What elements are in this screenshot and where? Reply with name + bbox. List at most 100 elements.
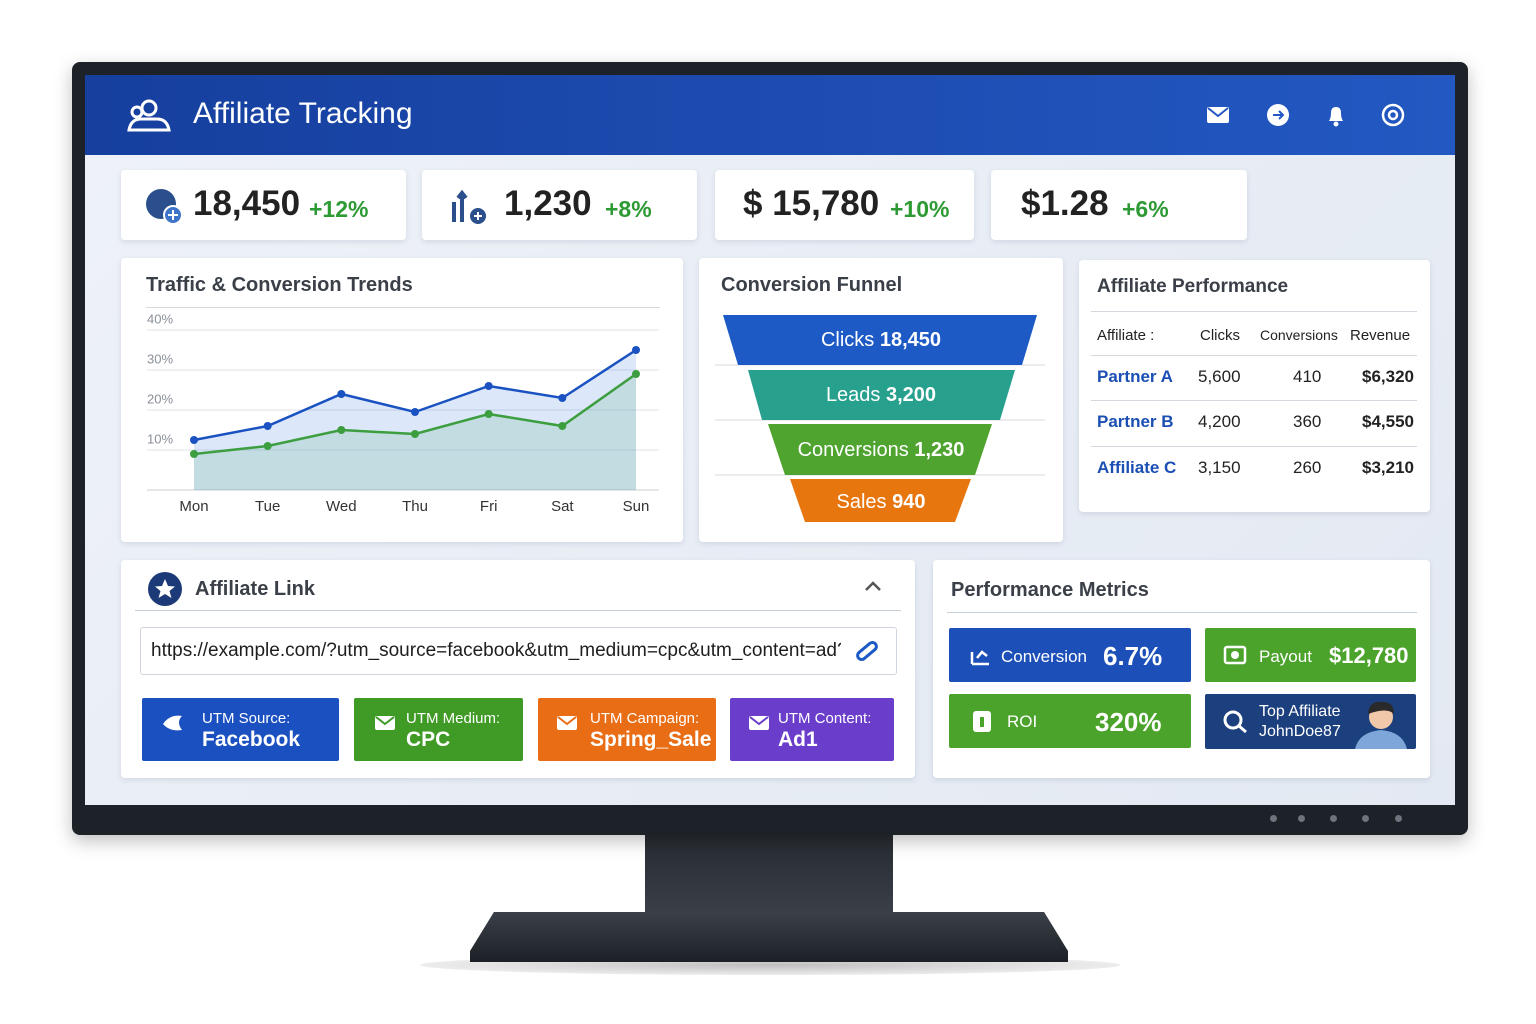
metric-value: 320% <box>1095 707 1162 737</box>
mail-icon[interactable] <box>1206 103 1230 127</box>
monitor-base <box>470 912 1068 962</box>
kpi-change: +6% <box>1122 196 1169 222</box>
data-point <box>337 390 346 398</box>
stage-value: 1,230 <box>914 439 964 461</box>
data-point <box>411 430 419 438</box>
stage-name: Conversions <box>798 439 909 461</box>
metric-tile[interactable]: Top Affiliate JohnDoe87 <box>1205 694 1416 749</box>
column-header: Revenue <box>1350 327 1411 344</box>
metric-label: Payout <box>1259 647 1312 666</box>
copy-link-button[interactable] <box>853 638 881 664</box>
metric-icon <box>1223 645 1247 665</box>
funnel-stage <box>768 424 992 475</box>
metric-label: Top Affiliate <box>1259 703 1341 720</box>
data-point <box>484 382 493 390</box>
bell-icon[interactable] <box>1324 103 1348 127</box>
kpi-value: 1,230 <box>504 184 592 223</box>
data-point <box>190 450 198 458</box>
data-point <box>558 422 567 430</box>
kpi-value: $1.28 <box>1021 184 1109 223</box>
star-icon <box>148 572 182 606</box>
column-header: Clicks <box>1200 327 1240 344</box>
utm-tag[interactable]: UTM Content: Ad1 <box>730 698 894 761</box>
clicks-cell: 5,600 <box>1198 367 1241 386</box>
divider <box>1091 400 1417 401</box>
stage-value: 940 <box>892 491 925 513</box>
utm-label: UTM Medium: <box>406 710 501 727</box>
metrics-panel: Performance Metrics Conversion 6.7% Payo… <box>933 560 1430 778</box>
affiliate-name[interactable]: Partner A <box>1097 367 1173 386</box>
tag-icon <box>749 716 769 730</box>
data-point <box>558 394 567 402</box>
trend-chart: 40% 30% 20% 10% Mon Tue Wed Thu Fri Sat Sun <box>147 311 659 515</box>
metric-value: $12,780 <box>1329 643 1409 668</box>
revenue-cell: $6,320 <box>1362 367 1414 386</box>
data-point <box>411 408 419 416</box>
monitor-button[interactable] <box>1330 815 1337 822</box>
tag-icon <box>375 716 395 730</box>
monitor-button[interactable] <box>1395 815 1402 822</box>
divider <box>146 307 660 308</box>
kpi-change: +8% <box>605 196 652 222</box>
series-area <box>194 350 636 490</box>
metric-icon <box>970 650 989 666</box>
kpi-value: 18,450 <box>193 184 301 223</box>
divider <box>1091 311 1417 312</box>
utm-label: UTM Campaign: <box>590 710 700 727</box>
clicks-cell: 3,150 <box>1198 458 1241 477</box>
utm-value: Ad1 <box>778 728 818 751</box>
logo-icon <box>127 99 171 132</box>
data-point <box>632 346 640 354</box>
monitor-button[interactable] <box>1362 815 1369 822</box>
monitor-stand <box>645 835 893 915</box>
url-input[interactable]: https://example.com/?utm_source=facebook… <box>140 627 897 675</box>
affiliate-name[interactable]: Affiliate C <box>1097 458 1177 477</box>
stage-value: 18,450 <box>880 329 941 351</box>
divider <box>1091 355 1417 356</box>
app-title: Affiliate Tracking <box>193 97 413 130</box>
utm-tag[interactable]: UTM Campaign: Spring_Sale <box>538 698 716 761</box>
x-tick-label: Sat <box>551 498 574 515</box>
metric-label: ROI <box>1007 712 1038 731</box>
funnel-panel: Conversion Funnel Clicks 18,450 Leads 3,… <box>699 258 1063 542</box>
kpi-card: 1,230 +8% <box>422 170 697 240</box>
funnel-stage <box>723 315 1037 365</box>
funnel-label: Conversions 1,230 <box>798 439 965 461</box>
stage-name: Clicks <box>821 329 874 351</box>
conversions-cell: 360 <box>1293 412 1322 431</box>
funnel-label: Leads 3,200 <box>826 384 936 406</box>
kpi-change: +12% <box>309 196 369 222</box>
conversions-cell: 410 <box>1293 367 1322 386</box>
link-panel: Affiliate Link https://example.com/?utm_… <box>121 560 915 778</box>
utm-tag[interactable]: UTM Medium: CPC <box>354 698 523 761</box>
sync-icon[interactable] <box>1266 103 1290 127</box>
monitor-button[interactable] <box>1298 815 1305 822</box>
account-icon[interactable] <box>1381 103 1405 127</box>
monitor-button[interactable] <box>1270 815 1277 822</box>
funnel-stage <box>790 479 971 522</box>
affiliate-name[interactable]: Partner B <box>1097 412 1174 431</box>
metric-icon <box>973 711 991 732</box>
panel-title: Conversion Funnel <box>721 274 903 296</box>
data-point <box>263 442 272 450</box>
collapse-button[interactable] <box>864 580 882 592</box>
performance-panel: Affiliate Performance Affiliate : Clicks… <box>1079 260 1430 512</box>
data-point <box>263 422 272 430</box>
tag-icon <box>163 715 182 731</box>
kpi-value: $ 15,780 <box>743 184 880 223</box>
avatar <box>1355 701 1407 749</box>
trends-panel: Traffic & Conversion Trends 40% 30% 20% 10%… <box>121 258 683 542</box>
data-point <box>484 410 493 418</box>
revenue-cell: $4,550 <box>1362 412 1414 431</box>
x-tick-label: Fri <box>480 498 498 515</box>
url-text: https://example.com/?utm_source=facebook… <box>151 640 841 661</box>
utm-tag[interactable]: UTM Source: Facebook <box>142 698 339 761</box>
clicks-cell: 4,200 <box>1198 412 1241 431</box>
data-point <box>190 436 198 444</box>
utm-label: UTM Source: <box>202 710 291 727</box>
panel-title: Affiliate Link <box>195 578 316 600</box>
column-header: Conversions <box>1260 327 1338 343</box>
screen: Affiliate Tracking 18,450 +12% 1,230 +8%… <box>85 75 1455 805</box>
